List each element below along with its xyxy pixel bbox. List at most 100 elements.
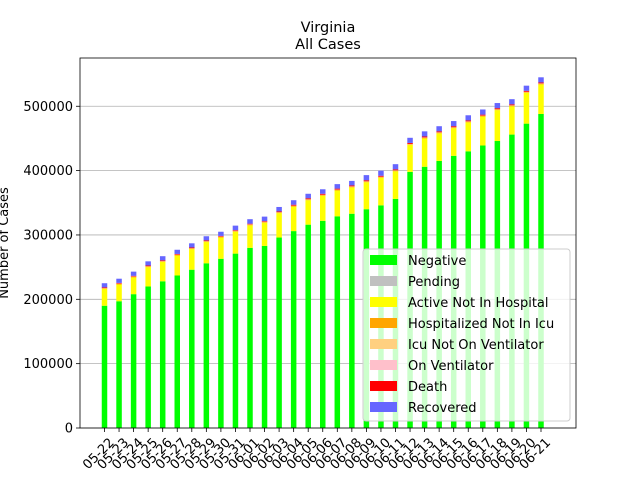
bar-segment: [421, 138, 428, 167]
bar-segment: [116, 284, 122, 302]
bar-segment: [218, 237, 224, 259]
bar-segment: [145, 265, 151, 267]
bar-segment: [203, 263, 210, 428]
bar-segment: [159, 261, 166, 282]
legend-swatch: [370, 255, 397, 265]
bar-segment: [450, 126, 457, 128]
bar-segment: [203, 236, 210, 241]
bar-segment: [363, 182, 370, 210]
bar-segment: [392, 164, 399, 170]
bar-segment: [203, 241, 210, 243]
legend-swatch: [370, 381, 397, 391]
bar-segment: [218, 258, 224, 428]
bar-segment: [320, 195, 326, 221]
bar-segment: [494, 108, 501, 110]
bar-segment: [305, 200, 311, 225]
bar-segment: [130, 276, 137, 278]
bar-segment: [174, 275, 180, 428]
bar-segment: [334, 190, 341, 217]
bar-segment: [538, 82, 544, 84]
bar-segment: [159, 281, 166, 428]
bar-segment: [320, 220, 326, 428]
bar-segment: [334, 216, 341, 428]
bar-segment: [130, 275, 137, 277]
bar-segment: [523, 92, 530, 93]
bar-segment: [189, 243, 195, 248]
bar-segment: [290, 206, 297, 232]
legend-label: Recovered: [408, 401, 477, 416]
bar-segment: [290, 200, 297, 205]
bar-segment: [232, 231, 239, 232]
y-tick-label: 100000: [23, 357, 73, 372]
bar-segment: [261, 221, 268, 222]
bar-segment: [101, 283, 108, 288]
bar-segment: [159, 256, 166, 261]
bar-segment: [232, 225, 239, 231]
bar-segment: [320, 195, 326, 196]
legend: Negative Pending Active Not In Hospital Hos…: [362, 248, 571, 422]
bar-segment: [189, 248, 195, 250]
bar-segment: [450, 127, 457, 129]
bar-segment: [261, 245, 268, 428]
bar-segment: [261, 222, 268, 246]
bar-segment: [116, 282, 122, 284]
bar-segment: [465, 120, 471, 122]
bar-segment: [538, 84, 544, 114]
bar-segment: [276, 213, 282, 238]
legend-label: Hospitalized Not In Icu: [408, 317, 554, 332]
bar-segment: [145, 261, 151, 266]
y-tick-label: 200000: [23, 293, 73, 308]
legend-label: On Ventilator: [408, 359, 494, 374]
bar-segment: [159, 260, 166, 262]
bar-segment: [174, 253, 180, 255]
bar-segment: [494, 109, 501, 111]
legend-label: Icu Not On Ventilator: [408, 338, 544, 353]
bar-segment: [101, 288, 108, 290]
bar-segment: [247, 219, 253, 224]
bar-segment: [509, 106, 515, 135]
bar-segment: [523, 90, 530, 92]
bar-segment: [305, 224, 311, 428]
legend-label: Negative: [408, 254, 466, 269]
bar-segment: [421, 131, 428, 137]
legend-box: [362, 248, 571, 422]
bar-segment: [407, 144, 413, 172]
bar-segment: [392, 170, 399, 172]
bar-segment: [276, 212, 282, 214]
bar-segment: [349, 187, 355, 214]
bar-segment: [523, 92, 530, 124]
bar-segment: [407, 144, 413, 145]
bar-segment: [247, 224, 253, 226]
bar-segment: [523, 85, 530, 91]
bar-segment: [320, 189, 326, 194]
legend-swatch: [370, 339, 397, 349]
bar-segment: [407, 137, 413, 143]
bar-segment: [349, 185, 355, 187]
bar-segment: [320, 193, 326, 195]
y-tick-label: 400000: [23, 164, 73, 179]
bar-segment: [145, 267, 151, 287]
y-axis-label: Number of Cases: [0, 187, 12, 299]
bar-segment: [290, 204, 297, 206]
bar-segment: [494, 110, 501, 142]
axes: [79, 57, 577, 429]
bar-segment: [378, 177, 384, 206]
bar-segment: [421, 137, 428, 139]
bar-segment: [349, 186, 355, 188]
bar-segment: [509, 104, 515, 106]
legend-label: Pending: [408, 275, 460, 290]
bar-segment: [116, 278, 122, 283]
bar-segment: [203, 240, 210, 242]
bar-segment: [130, 294, 137, 428]
bar-segment: [465, 121, 471, 123]
legend-swatch: [370, 360, 397, 370]
bar-segment: [145, 286, 151, 428]
bar-segment: [130, 277, 137, 295]
bar-segment: [538, 77, 544, 83]
bar-segment: [247, 247, 253, 428]
legend-label: Death: [408, 380, 447, 395]
bar-segment: [189, 249, 195, 270]
bar-segment: [276, 206, 282, 212]
bar-segment: [480, 115, 486, 117]
